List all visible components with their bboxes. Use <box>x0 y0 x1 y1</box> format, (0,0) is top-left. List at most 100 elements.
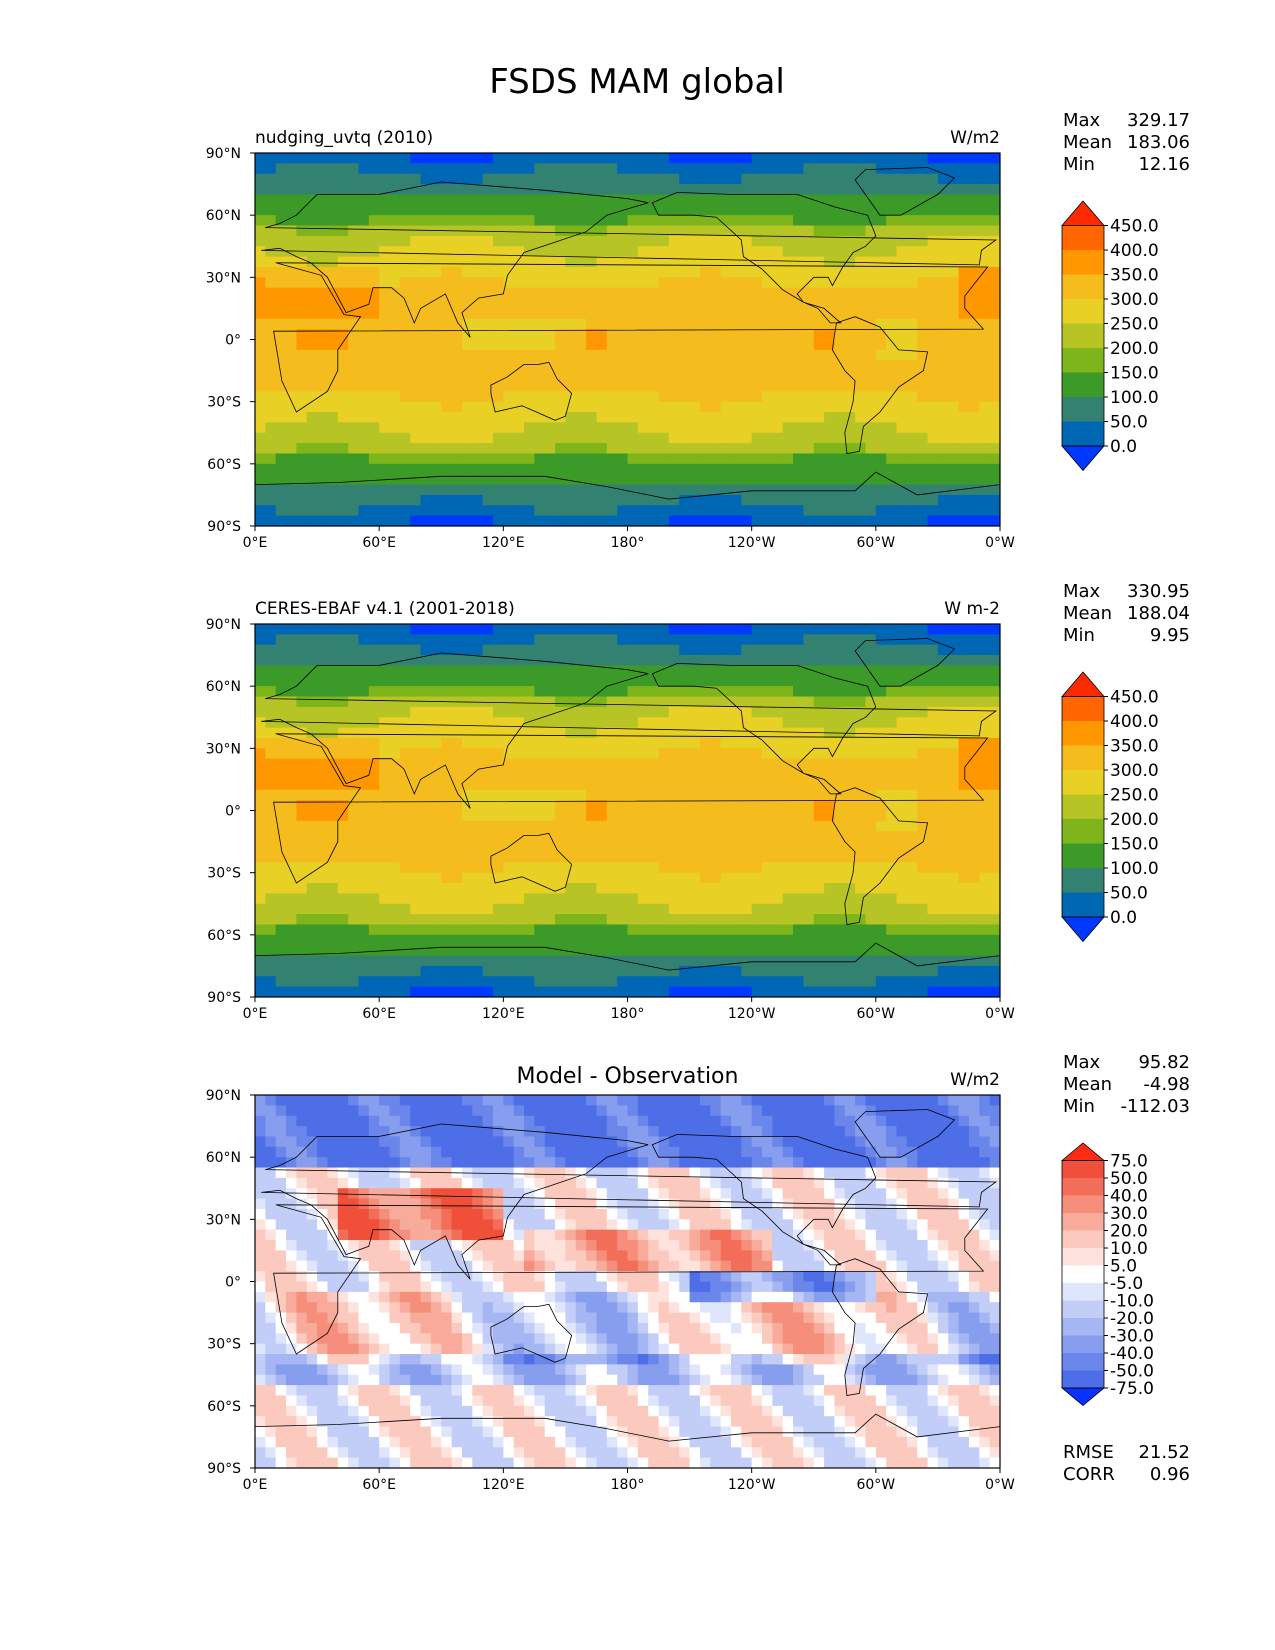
map-cell <box>296 727 308 739</box>
map-cell <box>317 204 329 216</box>
map-cell <box>441 789 453 801</box>
map-cell <box>989 184 1000 196</box>
map-cell <box>968 266 980 278</box>
map-cell <box>472 644 484 656</box>
map-cell <box>865 706 877 718</box>
map-cell <box>420 339 432 351</box>
map-cell <box>534 665 546 677</box>
map-cell <box>503 634 515 646</box>
map-cell <box>793 769 805 781</box>
map-cell <box>482 883 494 894</box>
map-cell <box>989 494 1000 506</box>
map-cell <box>503 298 515 310</box>
map-cell <box>503 872 515 884</box>
map-cell <box>534 474 546 486</box>
map-cell <box>865 686 877 698</box>
map-cell <box>265 287 277 299</box>
map-cell <box>492 789 504 801</box>
map-cell <box>275 412 287 423</box>
map-cell <box>793 862 805 874</box>
map-cell <box>461 665 473 677</box>
map-cell <box>627 748 639 760</box>
map-cell <box>648 748 660 760</box>
map-cell <box>710 655 722 667</box>
map-cell <box>793 225 805 237</box>
map-cell <box>762 412 773 423</box>
map-cell <box>927 494 939 506</box>
map-cell <box>617 318 629 330</box>
map-cell <box>317 339 329 351</box>
map-cell <box>472 443 484 455</box>
map-cell <box>544 862 556 874</box>
map-cell <box>368 945 380 957</box>
map-cell <box>689 173 701 185</box>
map-cell <box>596 235 608 247</box>
map-cell <box>348 225 360 237</box>
map-cell <box>855 903 867 915</box>
map-cell <box>989 655 1000 667</box>
map-cell <box>430 883 442 894</box>
map-cell <box>793 841 805 853</box>
map-cell <box>617 945 629 957</box>
map-cell <box>699 360 711 372</box>
map-cell <box>379 675 391 687</box>
map-cell <box>255 634 266 646</box>
map-cell <box>782 789 794 801</box>
map-cell <box>327 779 339 791</box>
map-cell <box>906 505 918 517</box>
map-cell <box>875 329 887 341</box>
map-cell <box>803 153 815 164</box>
map-cell <box>255 515 266 526</box>
map-cell <box>648 934 660 946</box>
map-cell <box>389 727 401 739</box>
map-cell <box>875 339 887 351</box>
map-cell <box>968 453 980 465</box>
map-cell <box>730 225 742 237</box>
map-cell <box>855 194 867 206</box>
map-cell <box>772 505 784 517</box>
map-cell <box>358 318 370 330</box>
map-cell <box>937 727 949 739</box>
map-cell <box>865 789 877 801</box>
map-cell <box>710 820 722 832</box>
map-cell <box>875 484 887 496</box>
map-cell <box>565 308 577 320</box>
map-cell <box>337 474 349 486</box>
map-cell <box>286 412 297 423</box>
map-cell <box>296 235 308 247</box>
map-cell <box>617 872 629 884</box>
map-cell <box>782 831 794 843</box>
map-cell <box>844 893 856 905</box>
map-cell <box>689 246 701 258</box>
map-cell <box>399 779 411 791</box>
map-cell <box>948 634 960 646</box>
map-cell <box>306 665 318 677</box>
map-cell <box>937 360 949 372</box>
map-cell <box>420 329 432 341</box>
map-cell <box>658 443 670 455</box>
map-cell <box>317 696 329 708</box>
map-cell <box>451 329 463 341</box>
map-cell <box>255 194 266 206</box>
map-cell <box>793 298 805 310</box>
map-cell <box>668 380 680 392</box>
map-cell <box>389 789 401 801</box>
map-cell <box>524 225 535 237</box>
map-cell <box>524 391 535 403</box>
map-cell <box>451 851 463 863</box>
map-cell <box>741 810 753 822</box>
map-cell <box>813 443 825 455</box>
map-cell <box>255 748 266 760</box>
map-cell <box>534 903 546 915</box>
map-cell <box>844 349 856 361</box>
map-cell <box>896 727 908 739</box>
map-cell <box>565 215 577 227</box>
map-cell <box>730 432 742 444</box>
map-cell <box>865 225 877 237</box>
map-cell <box>255 308 266 320</box>
map-cell <box>896 779 908 791</box>
map-cell <box>730 256 742 268</box>
map-cell <box>265 624 277 635</box>
map-cell <box>348 370 360 382</box>
map-cell <box>368 893 380 905</box>
